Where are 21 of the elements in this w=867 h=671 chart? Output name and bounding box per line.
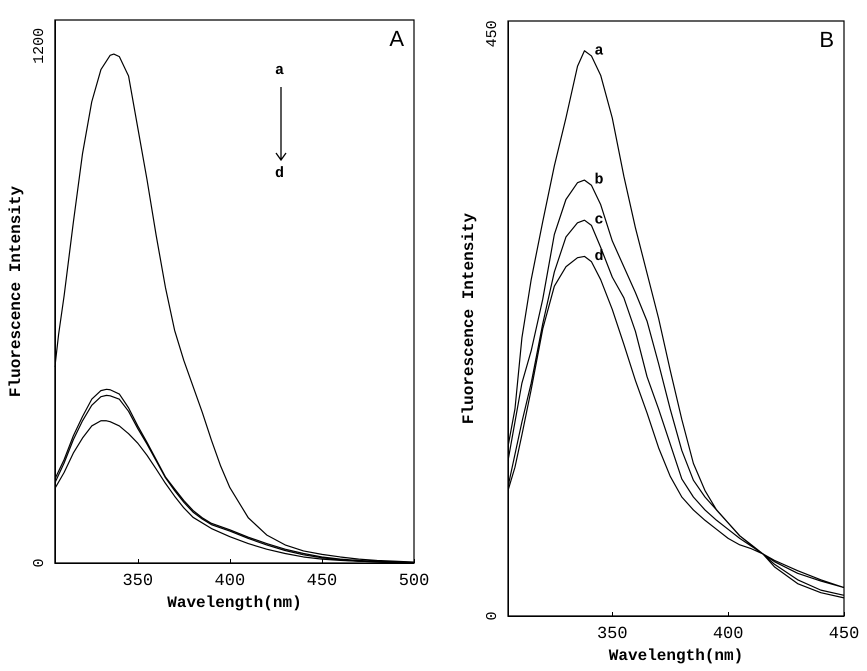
x-tick-label: 350 [122, 572, 154, 591]
annotation: A [389, 26, 404, 52]
x-axis-title: Wavelength(nm) [608, 646, 744, 665]
y-axis-title: Fluorescence Intensity [7, 185, 25, 398]
x-tick-label: 350 [596, 625, 628, 644]
x-tick-label: 400 [214, 572, 246, 591]
x-tick-label: 450 [828, 625, 860, 644]
series-label: b [594, 172, 604, 189]
series-label: c [594, 212, 604, 229]
x-tick-label: 500 [398, 572, 430, 591]
y-tick-label: 0 [30, 558, 48, 568]
y-tick-label: 1200 [30, 28, 48, 64]
y-axis-title: Fluorescence Intensity [460, 212, 478, 424]
annotation: d [275, 165, 284, 182]
x-tick-label: 450 [306, 572, 338, 591]
series-label: a [594, 42, 604, 60]
y-tick-label: 0 [484, 611, 501, 621]
x-tick-label: 400 [712, 625, 744, 644]
annotation: a [275, 62, 284, 79]
annotation: B [819, 27, 834, 53]
x-axis-title: Wavelength(nm) [167, 594, 302, 612]
